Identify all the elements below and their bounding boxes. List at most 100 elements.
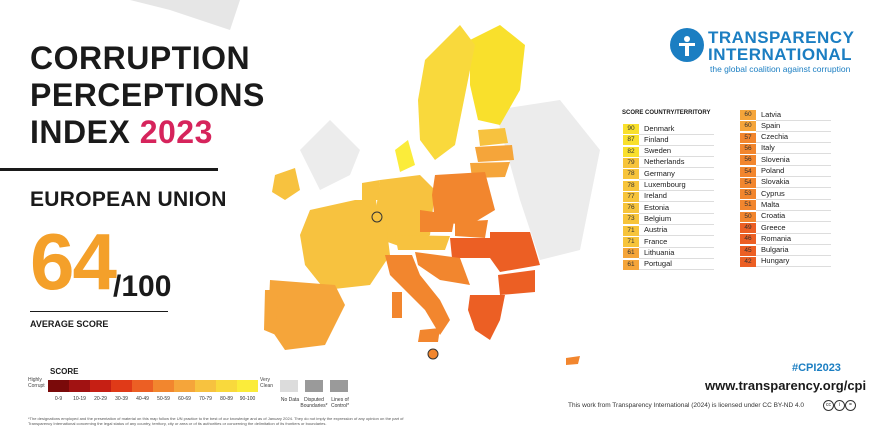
ti-logo-icon[interactable]	[670, 28, 704, 62]
table-score-header: SCORE	[622, 110, 644, 116]
table-score-cell: 49	[740, 223, 756, 233]
legend-swatch	[174, 380, 195, 392]
table-country-cell: Italy	[756, 143, 831, 155]
region-france	[300, 200, 390, 290]
table-row: 51 Malta	[740, 200, 831, 211]
legend-swatch	[132, 380, 153, 392]
hashtag-link[interactable]: #CPI2023	[792, 362, 841, 374]
table-row: 46 Romania	[740, 234, 831, 245]
table-score-cell: 60	[740, 110, 756, 120]
region-poland	[432, 172, 495, 225]
region-slovenia-croatia	[415, 252, 470, 285]
table-row: 56 Slovenia	[740, 155, 831, 166]
table-row: 61 Lithuania	[623, 248, 714, 259]
background-landmass	[0, 0, 240, 30]
region-netherlands	[362, 180, 380, 200]
table-score-cell: 87	[623, 135, 639, 146]
table-row: 73 Belgium	[623, 214, 714, 225]
table-row: 79 Netherlands	[623, 157, 714, 169]
region-italy	[385, 255, 450, 335]
license-text: This work from Transparency Internationa…	[568, 402, 805, 409]
table-row: 82 Sweden	[623, 146, 714, 158]
nd-icon: =	[845, 400, 856, 411]
title-line-3: INDEX 2023	[30, 114, 265, 151]
cc-icon: cc	[823, 400, 834, 411]
table-score-cell: 57	[740, 132, 756, 143]
website-link[interactable]: www.transparency.org/cpi	[705, 378, 867, 393]
table-row: 42 Hungary	[740, 256, 831, 268]
region-cyprus	[566, 356, 580, 365]
table-country-cell: Latvia	[756, 110, 831, 121]
legend-lines-label: Lines of Control*	[330, 397, 350, 409]
table-score-cell: 61	[623, 259, 639, 270]
table-row: 60 Spain	[740, 121, 831, 132]
table-country-cell: Slovenia	[756, 155, 831, 166]
table-country-cell: Croatia	[756, 211, 831, 223]
table-row: 90 Denmark	[623, 124, 714, 135]
legend-tick-label: 60-69	[178, 396, 191, 402]
table-country-cell: Bulgaria	[756, 245, 831, 257]
table-row: 57 Czechia	[740, 132, 831, 144]
table-score-cell: 71	[623, 237, 639, 247]
region-latvia	[475, 145, 514, 162]
table-country-cell: Finland	[639, 135, 714, 146]
table-score-cell: 56	[740, 155, 756, 166]
table-row: 53 Cyprus	[740, 189, 831, 200]
table-score-cell: 56	[740, 143, 756, 154]
table-score-cell: 78	[623, 180, 639, 191]
table-score-cell: 90	[623, 124, 639, 134]
table-score-cell: 82	[623, 146, 639, 157]
table-score-cell: 78	[623, 169, 639, 180]
legend-swatch	[111, 380, 132, 392]
table-score-cell: 54	[740, 166, 756, 177]
region-label: EUROPEAN UNION	[30, 188, 227, 211]
table-row: 54 Slovakia	[740, 177, 831, 189]
legend-tick-label: 80-89	[220, 396, 233, 402]
table-country-cell: Spain	[756, 121, 831, 132]
table-country-cell: Estonia	[639, 203, 714, 214]
table-row: 61 Portugal	[623, 259, 714, 271]
region-czechia	[420, 210, 455, 232]
legend-tick-label: 10-19	[73, 396, 86, 402]
legend-swatch	[69, 380, 90, 392]
legend-tick-label: 50-59	[157, 396, 170, 402]
table-country-cell: Luxembourg	[639, 180, 714, 191]
table-row: 78 Luxembourg	[623, 180, 714, 191]
region-estonia	[478, 128, 508, 146]
table-row: 76 Estonia	[623, 203, 714, 214]
table-country-cell: Netherlands	[639, 157, 714, 169]
region-slovakia	[455, 220, 488, 238]
table-score-cell: 73	[623, 214, 639, 225]
table-country-cell: Sweden	[639, 146, 714, 158]
table-score-cell: 53	[740, 189, 756, 200]
table-country-cell: Slovakia	[756, 177, 831, 189]
legend-disputed-swatch	[305, 380, 323, 392]
table-country-cell: France	[639, 237, 714, 248]
marker-malta	[427, 348, 439, 360]
table-row: 45 Bulgaria	[740, 245, 831, 257]
region-portugal	[264, 290, 278, 335]
table-country-cell: Denmark	[639, 124, 714, 135]
table-score-cell: 60	[740, 121, 756, 132]
legend-tick-label: 20-29	[94, 396, 107, 402]
table-score-cell: 54	[740, 177, 756, 188]
table-score-cell: 46	[740, 234, 756, 245]
legend-high-label: Very Clean	[260, 377, 274, 389]
table-country-cell: Hungary	[756, 256, 831, 268]
footnote: *The designations employed and the prese…	[28, 416, 404, 426]
region-denmark	[395, 140, 415, 172]
table-row: 54 Poland	[740, 166, 831, 177]
legend-tick-label: 40-49	[136, 396, 149, 402]
table-country-cell: Romania	[756, 234, 831, 245]
score-divider	[30, 311, 168, 312]
legend-tick-label: 70-79	[199, 396, 212, 402]
region-spain	[268, 280, 345, 350]
table-row: 71 Austria	[623, 225, 714, 237]
table-row: 78 Germany	[623, 169, 714, 180]
table-country-cell: Czechia	[756, 132, 831, 144]
table-country-cell: Germany	[639, 169, 714, 180]
title-line-1: CORRUPTION	[30, 40, 251, 76]
table-score-cell: 42	[740, 256, 756, 267]
